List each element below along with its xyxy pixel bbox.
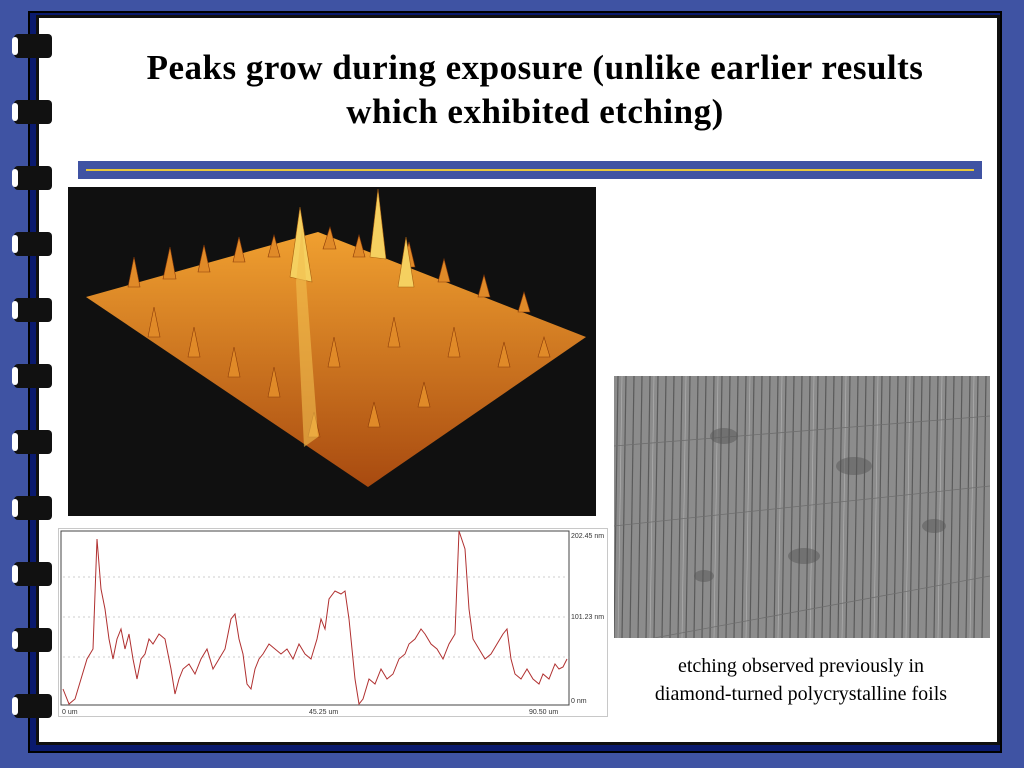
title-divider (78, 161, 982, 179)
binder-ring (12, 430, 52, 454)
binder-ring (12, 364, 52, 388)
height-profile-chart: 202.45 nm 101.23 nm 0 nm 0 um 45.25 um 9… (58, 528, 608, 717)
binder-ring (12, 628, 52, 652)
binder-ring (12, 496, 52, 520)
etched-foil-micrograph (613, 375, 991, 639)
binder-ring (12, 166, 52, 190)
x-tick-label: 90.50 um (529, 709, 558, 716)
afm-3d-surface-image (68, 187, 596, 516)
y-tick-label: 202.45 nm (571, 533, 604, 540)
y-tick-label: 101.23 nm (571, 614, 604, 621)
binder-ring (12, 562, 52, 586)
binder-ring (12, 298, 52, 322)
binder-ring (12, 34, 52, 58)
binder-ring (12, 232, 52, 256)
binder-ring (12, 100, 52, 124)
y-tick-label: 0 nm (571, 698, 587, 705)
binder-ring (12, 694, 52, 718)
x-tick-label: 0 um (62, 709, 78, 716)
x-tick-label: 45.25 um (309, 709, 338, 716)
micrograph-caption: etching observed previously in diamond-t… (654, 655, 948, 705)
slide-title: Peaks grow during exposure (unlike earli… (146, 48, 924, 131)
